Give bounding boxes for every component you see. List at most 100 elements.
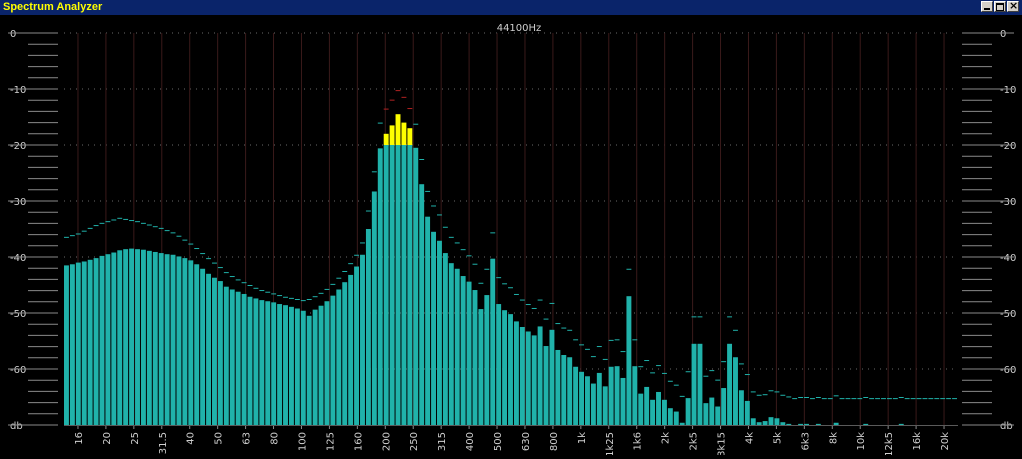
peak-marker bbox=[277, 295, 283, 297]
x-tick-label: 20k bbox=[940, 432, 951, 451]
peak-marker bbox=[750, 391, 756, 393]
peak-marker bbox=[129, 220, 135, 222]
spectrum-bar bbox=[413, 147, 419, 426]
spectrum-bar bbox=[685, 398, 691, 425]
peak-marker bbox=[602, 358, 608, 360]
spectrum-bar bbox=[93, 258, 99, 425]
peak-marker bbox=[294, 299, 300, 300]
peak-marker bbox=[792, 398, 798, 400]
spectrum-bar bbox=[448, 263, 454, 425]
spectrum-bar bbox=[431, 231, 436, 425]
peak-marker bbox=[212, 262, 217, 264]
axis-layer: 0 0 -10 -10 -20 -20 -30 -30 -40 -40 -50 -50 -60 -60 db… bbox=[8, 29, 1016, 457]
spectrum-bar bbox=[152, 251, 158, 425]
close-button[interactable]: × bbox=[1007, 0, 1019, 12]
spectrum-bar bbox=[484, 295, 490, 425]
peak-marker bbox=[531, 307, 537, 309]
maximize-button[interactable] bbox=[994, 1, 1006, 12]
spectrum-bar-clip bbox=[401, 122, 407, 145]
peak-marker bbox=[146, 224, 152, 226]
peak-marker bbox=[549, 302, 555, 304]
x-tick-label: 200 bbox=[381, 432, 392, 451]
peak-marker bbox=[537, 299, 543, 301]
x-tick-label: 12k5 bbox=[884, 432, 895, 455]
x-tick-label: 500 bbox=[493, 432, 504, 451]
spectrum-bar bbox=[756, 422, 762, 425]
x-tick-label: 16 bbox=[74, 432, 85, 445]
x-tick-label: 1k6 bbox=[633, 432, 644, 451]
x-tick-label: 50 bbox=[214, 432, 225, 445]
spectrum-bar bbox=[223, 286, 229, 425]
spectrum-bar bbox=[436, 240, 442, 425]
minimize-button[interactable] bbox=[981, 1, 993, 12]
spectrum-bar bbox=[342, 282, 348, 425]
peak-marker bbox=[815, 397, 821, 398]
peak-marker bbox=[881, 398, 886, 400]
peak-marker bbox=[229, 276, 235, 278]
peak-marker bbox=[247, 285, 253, 286]
peak-marker bbox=[140, 222, 146, 224]
x-tick-label: 25 bbox=[130, 432, 141, 445]
peak-marker bbox=[608, 339, 614, 341]
spectrum-bar bbox=[188, 260, 194, 425]
spectrum-bar bbox=[863, 423, 869, 425]
peak-marker bbox=[555, 323, 561, 325]
spectrum-bar bbox=[650, 399, 656, 425]
peak-marker bbox=[543, 318, 549, 320]
peak-marker bbox=[312, 296, 318, 298]
peak-marker bbox=[265, 291, 271, 293]
spectrum-bar bbox=[360, 254, 365, 425]
peak-marker bbox=[200, 253, 206, 255]
peak-marker bbox=[697, 316, 703, 318]
spectrum-bar bbox=[715, 406, 721, 425]
spectrum-bar bbox=[697, 343, 703, 425]
peak-marker bbox=[342, 271, 348, 272]
peak-marker bbox=[638, 366, 644, 368]
spectrum-bar bbox=[259, 300, 265, 425]
peak-marker bbox=[869, 398, 875, 400]
spectrum-bar bbox=[614, 366, 620, 425]
spectrum-bar bbox=[158, 253, 164, 425]
peak-marker bbox=[436, 214, 442, 216]
spectrum-bar bbox=[703, 403, 709, 425]
peak-marker bbox=[738, 363, 744, 365]
spectrum-bar bbox=[738, 390, 744, 425]
peak-marker bbox=[490, 232, 496, 234]
x-tick-label: 2k5 bbox=[689, 432, 700, 451]
spectrum-bar bbox=[265, 301, 271, 425]
spectrum-bar bbox=[466, 281, 472, 425]
spectrum-bar bbox=[709, 397, 715, 425]
peak-marker bbox=[158, 227, 164, 229]
spectrum-bar bbox=[229, 289, 235, 425]
y-tick-label-right: -60 bbox=[1000, 365, 1016, 376]
peak-marker bbox=[306, 299, 312, 300]
x-tick-label: 3k15 bbox=[717, 432, 728, 455]
peak-marker bbox=[928, 398, 934, 400]
spectrum-bar bbox=[330, 295, 336, 425]
spectrum-bar bbox=[129, 248, 135, 425]
peak-marker bbox=[786, 396, 792, 398]
peak-marker bbox=[105, 221, 111, 223]
x-tick-label: 40 bbox=[186, 432, 197, 445]
spectrum-bar bbox=[425, 216, 431, 425]
peak-marker bbox=[206, 258, 212, 260]
spectrum-bar bbox=[253, 298, 259, 425]
peak-marker bbox=[81, 230, 87, 232]
x-tick-label: 315 bbox=[437, 432, 448, 451]
spectrum-bar bbox=[300, 310, 306, 425]
peak-marker bbox=[448, 236, 454, 238]
peak-marker bbox=[502, 283, 508, 285]
spectrum-bar bbox=[164, 254, 170, 425]
spectrum-bar bbox=[691, 343, 697, 425]
peak-marker bbox=[798, 397, 804, 398]
spectrum-bar bbox=[519, 327, 525, 425]
spectrum-bar bbox=[602, 386, 608, 425]
spectrum-bar bbox=[111, 252, 117, 425]
peak-marker bbox=[827, 398, 833, 400]
x-tick-label: 63 bbox=[242, 432, 253, 445]
peak-marker bbox=[217, 267, 223, 269]
bars-layer bbox=[64, 90, 957, 426]
window-titlebar[interactable]: Spectrum Analyzer × bbox=[0, 0, 1022, 16]
y-tick-label-right: -30 bbox=[1000, 197, 1016, 208]
peak-marker bbox=[271, 293, 277, 295]
